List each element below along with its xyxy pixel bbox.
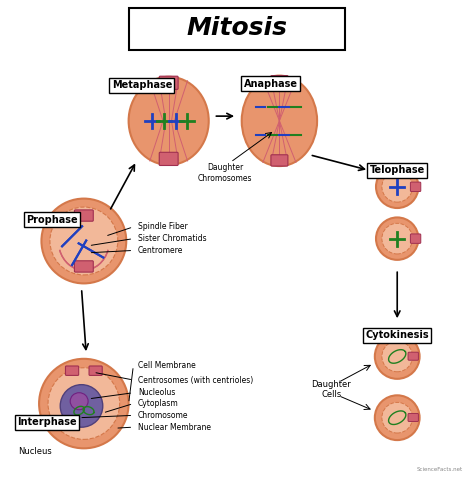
- Text: Chromosome: Chromosome: [138, 411, 189, 420]
- Text: Sister Chromatids: Sister Chromatids: [138, 234, 207, 243]
- FancyBboxPatch shape: [271, 76, 288, 87]
- Ellipse shape: [48, 368, 119, 440]
- Ellipse shape: [382, 172, 412, 202]
- Text: Nuclear Membrane: Nuclear Membrane: [138, 423, 211, 432]
- Ellipse shape: [376, 217, 419, 260]
- Ellipse shape: [242, 76, 317, 166]
- Ellipse shape: [128, 77, 209, 165]
- FancyBboxPatch shape: [128, 8, 346, 50]
- FancyBboxPatch shape: [410, 182, 421, 191]
- Text: Mitosis: Mitosis: [186, 16, 288, 40]
- FancyBboxPatch shape: [89, 366, 102, 375]
- Ellipse shape: [376, 166, 419, 208]
- Ellipse shape: [382, 223, 412, 254]
- Text: Daughter
Cells: Daughter Cells: [311, 380, 351, 399]
- Ellipse shape: [39, 359, 128, 448]
- Ellipse shape: [375, 395, 419, 440]
- Text: Telophase: Telophase: [370, 165, 425, 175]
- Ellipse shape: [50, 207, 118, 275]
- FancyBboxPatch shape: [159, 152, 178, 165]
- Text: Centromere: Centromere: [138, 246, 183, 255]
- FancyBboxPatch shape: [408, 352, 419, 360]
- Text: Cell Membrane: Cell Membrane: [138, 362, 196, 370]
- Text: Cytokinesis: Cytokinesis: [365, 330, 429, 340]
- FancyBboxPatch shape: [74, 261, 93, 272]
- Ellipse shape: [382, 402, 412, 433]
- Ellipse shape: [70, 393, 88, 410]
- FancyBboxPatch shape: [65, 366, 79, 375]
- Text: Prophase: Prophase: [26, 215, 78, 225]
- FancyBboxPatch shape: [159, 76, 178, 89]
- FancyBboxPatch shape: [74, 210, 93, 221]
- Text: ScienceFacts.net: ScienceFacts.net: [417, 467, 463, 472]
- Text: Anaphase: Anaphase: [244, 79, 298, 89]
- Text: Centrosomes (with centrioles): Centrosomes (with centrioles): [138, 375, 253, 385]
- Text: Cytoplasm: Cytoplasm: [138, 399, 179, 408]
- Text: Metaphase: Metaphase: [111, 80, 172, 91]
- FancyBboxPatch shape: [410, 234, 421, 243]
- Ellipse shape: [375, 334, 419, 379]
- Text: Daughter
Chromosomes: Daughter Chromosomes: [198, 163, 253, 183]
- Text: Interphase: Interphase: [17, 417, 77, 428]
- FancyBboxPatch shape: [408, 414, 419, 421]
- Text: Nucleolus: Nucleolus: [138, 388, 175, 397]
- Text: Spindle Fiber: Spindle Fiber: [138, 222, 188, 231]
- FancyBboxPatch shape: [271, 155, 288, 166]
- Ellipse shape: [382, 341, 412, 372]
- Ellipse shape: [60, 385, 103, 427]
- Text: Nucleus: Nucleus: [18, 447, 52, 456]
- Ellipse shape: [41, 199, 126, 283]
